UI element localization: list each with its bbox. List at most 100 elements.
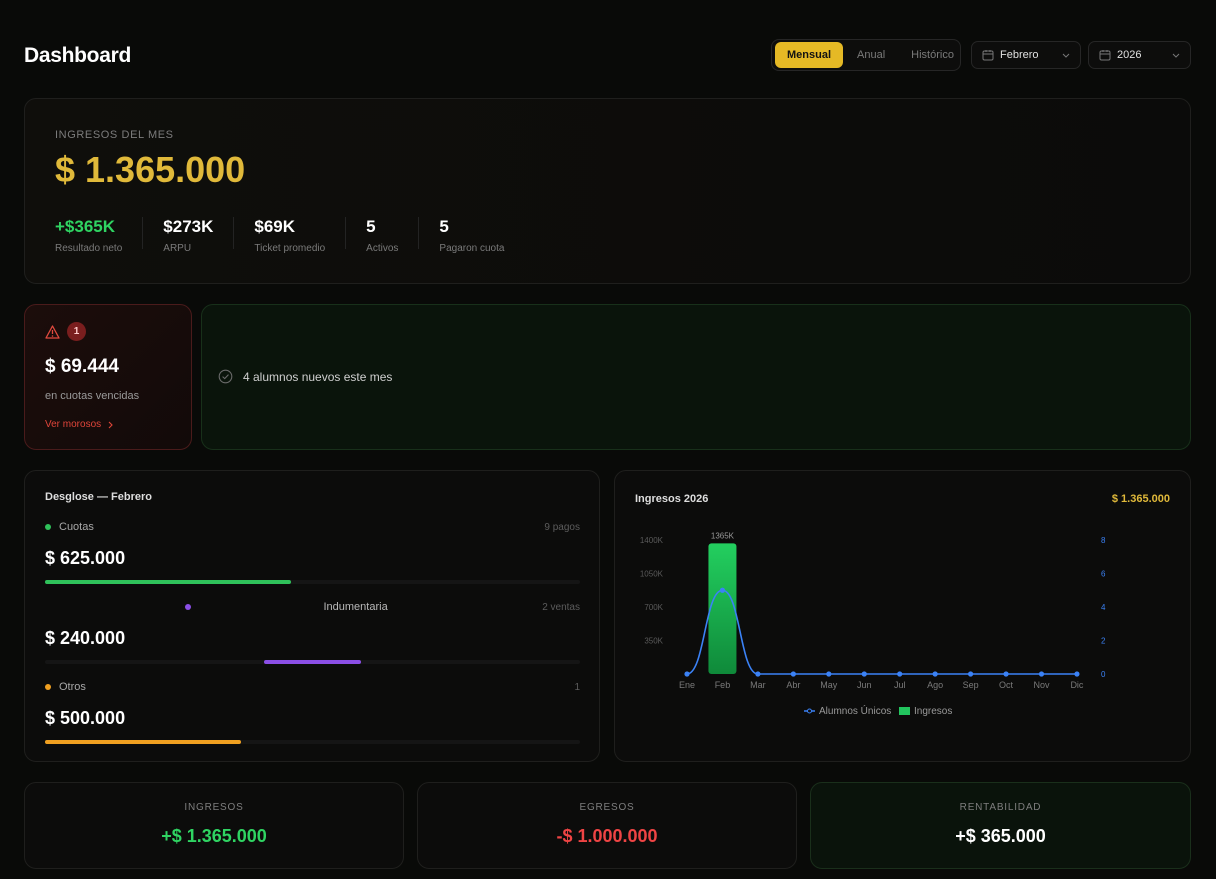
check-circle-icon bbox=[218, 369, 233, 384]
kpi-value: +$365K bbox=[55, 217, 116, 236]
total-income-value: +$ 1.365.000 bbox=[161, 826, 267, 846]
x-axis-tick-label: Oct bbox=[999, 680, 1014, 690]
x-axis-tick-label: Dic bbox=[1070, 680, 1083, 690]
breakdown-item-otros: Otros 1 $ 500.000 bbox=[45, 680, 580, 744]
overdue-subtitle: en cuotas vencidas bbox=[45, 390, 140, 402]
breakdown-item-count: 2 ventas bbox=[542, 601, 580, 613]
monthly-income-card: INGRESOS DEL MES $ 1.365.000 +$365K Resu… bbox=[24, 98, 1191, 284]
y-axis-tick-label: 700K bbox=[644, 603, 663, 612]
series-point bbox=[826, 671, 832, 677]
series-point bbox=[932, 671, 938, 677]
breakdown-card: Desglose — Febrero Cuotas 9 pagos $ 625.… bbox=[24, 470, 600, 762]
breakdown-item-value: $ 240.000 bbox=[45, 628, 126, 648]
legend-label-ingresos: Ingresos bbox=[914, 706, 952, 717]
x-axis-tick-label: Jul bbox=[894, 680, 906, 690]
series-point bbox=[1074, 671, 1080, 677]
legend-dot bbox=[45, 524, 51, 530]
chevron-right-icon bbox=[108, 421, 113, 428]
breakdown-item-cuotas: Cuotas 9 pagos $ 625.000 bbox=[45, 520, 580, 584]
x-axis-tick-label: Mar bbox=[750, 680, 766, 690]
y-axis-tick-label: 350K bbox=[644, 637, 663, 646]
legend-line-marker bbox=[807, 708, 812, 714]
total-expenses-card: EGRESOS -$ 1.000.000 bbox=[417, 782, 797, 869]
chart-total: $ 1.365.000 bbox=[1111, 493, 1170, 505]
new-students-text: 4 alumnos nuevos este mes bbox=[243, 369, 393, 384]
progress-fill bbox=[45, 740, 242, 744]
tab-anual[interactable]: Anual bbox=[857, 49, 886, 61]
y2-axis-tick-label: 6 bbox=[1101, 570, 1106, 579]
warning-icon bbox=[45, 325, 60, 339]
year-select[interactable]: 2026 bbox=[1088, 41, 1191, 69]
breakdown-item-count: 9 pagos bbox=[544, 521, 580, 533]
new-students-card: 4 alumnos nuevos este mes bbox=[201, 304, 1191, 450]
breakdown-item-count: 1 bbox=[574, 681, 580, 693]
y2-axis-tick-label: 4 bbox=[1101, 603, 1106, 612]
breakdown-item-value: $ 625.000 bbox=[45, 548, 126, 568]
page-title: Dashboard bbox=[24, 44, 131, 67]
total-expenses-label: EGRESOS bbox=[579, 802, 635, 813]
total-expenses-value: -$ 1.000.000 bbox=[556, 826, 658, 846]
kpi-label: Pagaron cuota bbox=[439, 243, 505, 254]
y-axis-tick-label: 1400K bbox=[640, 536, 664, 545]
month-select[interactable]: Febrero bbox=[971, 41, 1081, 69]
kpi-avg-ticket: $69K Ticket promedio bbox=[254, 217, 347, 254]
profitability-card: RENTABILIDAD +$ 365.000 bbox=[810, 782, 1191, 869]
x-axis-tick-label: Ago bbox=[927, 680, 943, 690]
kpi-label: ARPU bbox=[163, 243, 192, 254]
view-defaulters-link[interactable]: Ver morosos bbox=[45, 419, 114, 430]
income-chart-card: Ingresos 2026 $ 1.365.000 350K 700K 1050K 1… bbox=[614, 470, 1191, 762]
view-defaulters-label: Ver morosos bbox=[45, 419, 102, 430]
chevron-down-icon bbox=[1172, 53, 1180, 58]
total-income-card: INGRESOS +$ 1.365.000 bbox=[24, 782, 404, 869]
kpi-value: $273K bbox=[163, 217, 214, 236]
year-select-value: 2026 bbox=[1117, 49, 1142, 61]
series-point bbox=[719, 587, 726, 593]
kpi-value: 5 bbox=[366, 217, 376, 236]
series-point bbox=[897, 671, 903, 677]
x-axis-tick-label: Sep bbox=[963, 680, 979, 690]
x-axis-tick-label: Feb bbox=[715, 680, 731, 690]
profitability-label: RENTABILIDAD bbox=[959, 802, 1042, 813]
breakdown-item-name: Otros bbox=[59, 681, 86, 693]
kpi-label: Resultado neto bbox=[55, 243, 123, 254]
calendar-icon bbox=[1099, 50, 1111, 61]
month-select-value: Febrero bbox=[1000, 49, 1039, 61]
series-point bbox=[861, 671, 867, 677]
income-chart: 350K 700K 1050K 1400K 0 2 4 6 8 Ene Feb Mar Abr May Ju… bbox=[640, 531, 1106, 717]
monthly-income-value: $ 1.365.000 bbox=[55, 149, 246, 190]
x-axis-tick-label: Nov bbox=[1033, 680, 1050, 690]
y-axis-tick-label: 1050K bbox=[640, 570, 664, 579]
kpi-active: 5 Activos bbox=[366, 217, 420, 254]
series-point bbox=[1038, 671, 1045, 677]
y2-axis-tick-label: 2 bbox=[1101, 637, 1106, 646]
breakdown-title: Desglose — Febrero bbox=[45, 491, 152, 503]
x-axis-tick-label: Ene bbox=[679, 680, 695, 690]
period-toggle: Mensual Anual Histórico bbox=[771, 39, 961, 71]
profitability-value: +$ 365.000 bbox=[955, 826, 1046, 846]
y2-axis-tick-label: 0 bbox=[1101, 670, 1106, 679]
progress-fill bbox=[45, 580, 292, 584]
series-point bbox=[968, 671, 974, 677]
chart-bar bbox=[708, 543, 737, 674]
progress-fill bbox=[264, 660, 361, 664]
progress-track bbox=[45, 580, 580, 584]
legend-label-alumnos: Alumnos Únicos bbox=[819, 704, 891, 717]
x-axis-tick-label: May bbox=[820, 680, 838, 690]
series-point bbox=[755, 671, 761, 677]
overdue-amount: $ 69.444 bbox=[45, 356, 119, 377]
kpi-arpu: $273K ARPU bbox=[163, 217, 235, 254]
legend-bar-swatch bbox=[899, 707, 910, 715]
breakdown-item-name: Cuotas bbox=[59, 521, 94, 533]
kpi-value: 5 bbox=[439, 217, 449, 236]
calendar-icon bbox=[982, 50, 994, 61]
x-axis-tick-label: Jun bbox=[857, 680, 872, 690]
tab-historico[interactable]: Histórico bbox=[911, 49, 954, 61]
overdue-alert-card: 1 $ 69.444 en cuotas vencidas Ver moroso… bbox=[24, 304, 192, 450]
chevron-down-icon bbox=[1062, 53, 1070, 58]
x-axis-tick-label: Abr bbox=[786, 680, 800, 690]
legend-dot bbox=[45, 684, 51, 690]
total-income-label: INGRESOS bbox=[184, 802, 244, 813]
series-point bbox=[1003, 671, 1009, 677]
y2-axis-tick-label: 8 bbox=[1101, 536, 1106, 545]
tab-mensual[interactable]: Mensual bbox=[775, 42, 844, 68]
